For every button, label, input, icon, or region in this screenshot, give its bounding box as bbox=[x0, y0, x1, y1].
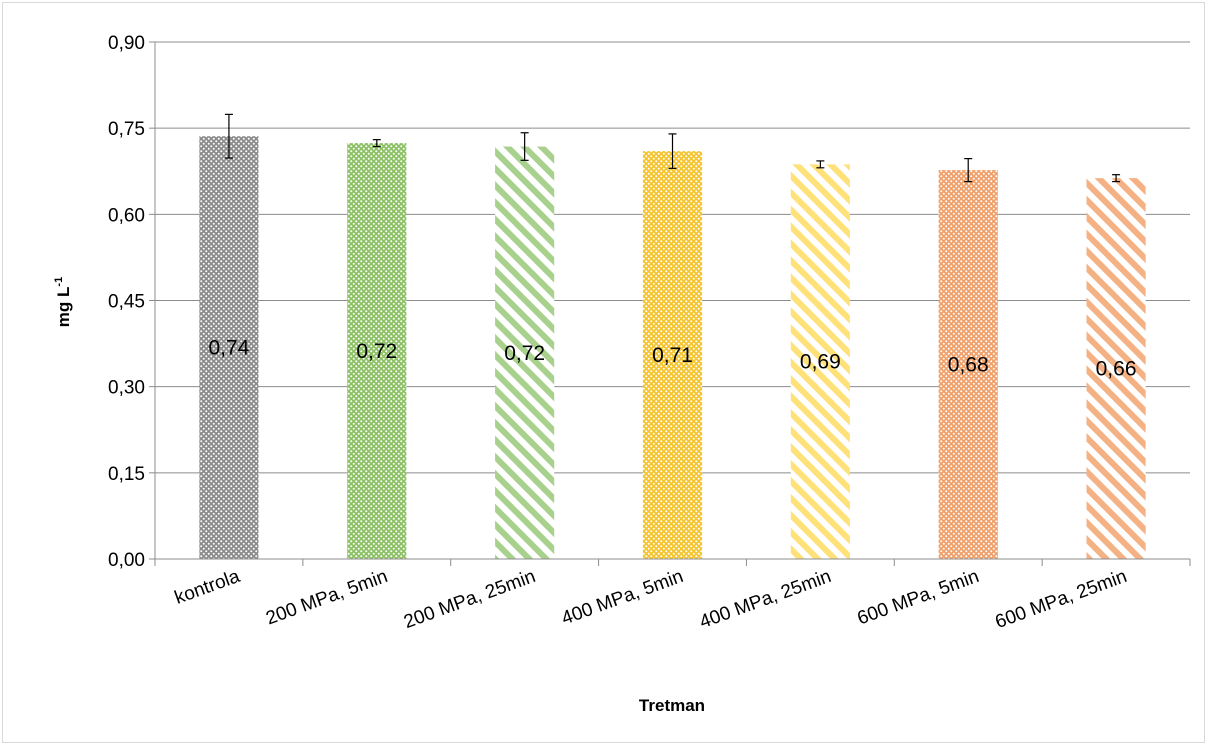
error-bar bbox=[520, 132, 529, 161]
bar bbox=[1086, 178, 1146, 560]
y-axis-title-main: mg L bbox=[54, 287, 73, 328]
data-label: 0,66 bbox=[1096, 358, 1137, 381]
data-label: 0,74 bbox=[208, 337, 249, 360]
x-tick-label: 600 MPa, 5min bbox=[855, 566, 982, 629]
y-tick-label: 0,90 bbox=[108, 33, 145, 54]
y-tick-label: 0,60 bbox=[108, 205, 145, 226]
y-tick-label: 0,15 bbox=[108, 464, 145, 485]
bar bbox=[347, 143, 407, 559]
y-tick-label: 0,00 bbox=[108, 550, 145, 571]
x-tick-label: 400 MPa, 5min bbox=[559, 566, 686, 629]
error-bar bbox=[964, 158, 973, 183]
x-tick-label: 400 MPa, 25min bbox=[697, 566, 834, 633]
data-label: 0,72 bbox=[504, 342, 545, 365]
data-label: 0,72 bbox=[356, 340, 397, 363]
x-tick-label: 200 MPa, 25min bbox=[401, 566, 538, 633]
x-tick-label: 200 MPa, 5min bbox=[263, 566, 390, 629]
y-tick-label: 0,75 bbox=[108, 119, 145, 140]
bar bbox=[495, 146, 555, 559]
y-axis-title-superscript: -1 bbox=[53, 277, 65, 287]
error-bar bbox=[224, 113, 233, 159]
bar bbox=[790, 164, 850, 559]
x-axis-title: Tretman bbox=[639, 696, 705, 715]
error-bar bbox=[668, 133, 677, 169]
x-tick-label: 600 MPa, 25min bbox=[993, 566, 1130, 633]
data-label: 0,69 bbox=[800, 351, 841, 374]
y-tick-label: 0,30 bbox=[108, 378, 145, 399]
error-bar bbox=[372, 139, 381, 148]
bar bbox=[199, 136, 259, 559]
axes bbox=[149, 41, 1191, 566]
gridlines bbox=[155, 41, 1190, 474]
y-axis-title: mg L-1 bbox=[53, 277, 73, 327]
y-tick-label: 0,45 bbox=[108, 292, 145, 313]
bar bbox=[642, 151, 703, 559]
bars bbox=[199, 113, 1146, 560]
data-label: 0,71 bbox=[652, 344, 693, 367]
data-label: 0,68 bbox=[948, 354, 989, 377]
error-bar bbox=[1112, 174, 1121, 183]
bar bbox=[938, 170, 998, 559]
error-bar bbox=[816, 160, 825, 169]
x-tick-label: kontrola bbox=[172, 566, 243, 609]
